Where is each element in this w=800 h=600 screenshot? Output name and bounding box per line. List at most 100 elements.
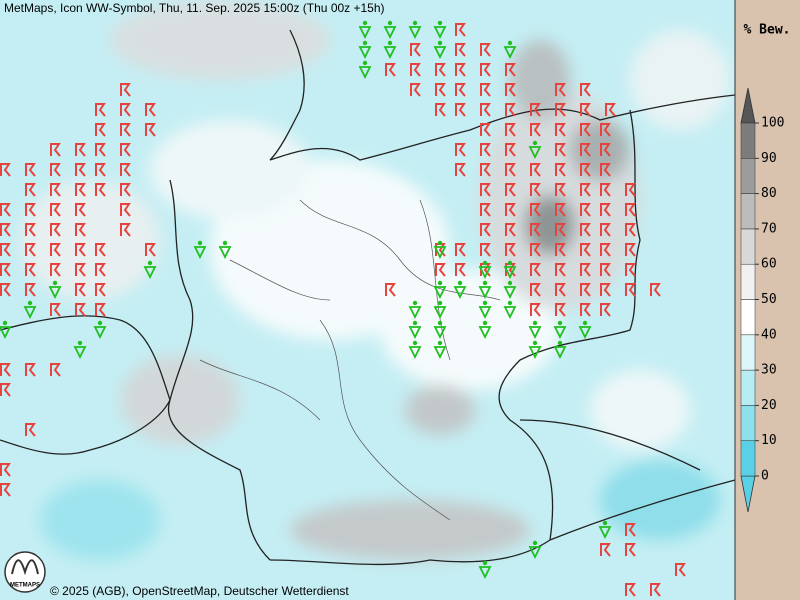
thunderstorm-symbol (455, 103, 466, 117)
thunderstorm-symbol (95, 163, 106, 177)
thunderstorm-symbol (75, 183, 86, 197)
shower-dot (507, 260, 513, 266)
colorbar-segment (740, 440, 756, 477)
thunderstorm-symbol (455, 243, 466, 257)
colorbar-tick-label: 70 (761, 221, 777, 236)
thunderstorm-symbol (555, 83, 566, 97)
colorbar-segment (740, 299, 756, 336)
shower-dot (362, 20, 368, 26)
shower-symbol (218, 246, 232, 260)
map (0, 0, 736, 600)
borders (0, 29, 736, 566)
shower-symbol (358, 26, 372, 40)
thunderstorm-symbol (505, 183, 516, 197)
thunderstorm-symbol (555, 103, 566, 117)
thunderstorm-symbol (75, 243, 86, 257)
shower-dot (362, 40, 368, 46)
thunderstorm-symbol (530, 303, 541, 317)
shower-symbol (598, 526, 612, 540)
shower-dot (2, 320, 8, 326)
thunderstorm-symbol (505, 143, 516, 157)
thunderstorm-symbol (555, 143, 566, 157)
colorbar: 0 10 20 30 40 50 60 70 80 90 100 (740, 87, 784, 513)
thunderstorm-symbol (555, 163, 566, 177)
thunderstorm-symbol (675, 563, 686, 577)
shower-symbol (503, 46, 517, 60)
thunderstorm-symbol (75, 303, 86, 317)
shower-symbol (528, 546, 542, 560)
thunderstorm-symbol (95, 303, 106, 317)
thunderstorm-symbol (605, 103, 616, 117)
shower-dot (437, 320, 443, 326)
shower-symbol (503, 286, 517, 300)
thunderstorm-symbol (120, 123, 131, 137)
thunderstorm-symbol (25, 243, 36, 257)
shower-symbol (578, 326, 592, 340)
thunderstorm-symbol (530, 123, 541, 137)
thunderstorm-symbol (530, 223, 541, 237)
shower-symbol (528, 146, 542, 160)
shower-dot (437, 20, 443, 26)
thunderstorm-symbol (505, 63, 516, 77)
shower-dot (97, 320, 103, 326)
shower-dot (482, 260, 488, 266)
colorbar-tick-label: 100 (761, 116, 784, 131)
shower-dot (582, 320, 588, 326)
thunderstorm-symbol (625, 283, 636, 297)
thunderstorm-symbol (0, 483, 11, 497)
thunderstorm-symbol (455, 143, 466, 157)
thunderstorm-symbol (625, 203, 636, 217)
thunderstorm-symbol (25, 183, 36, 197)
shower-symbol (193, 246, 207, 260)
thunderstorm-symbol (580, 143, 591, 157)
thunderstorm-symbol (50, 183, 61, 197)
thunderstorm-symbol (25, 423, 36, 437)
thunderstorm-symbol (600, 243, 611, 257)
thunderstorm-symbol (480, 83, 491, 97)
thunderstorm-symbol (530, 283, 541, 297)
shower-dot (482, 280, 488, 286)
thunderstorm-symbol (145, 103, 156, 117)
colorbar-tick-label: 60 (761, 257, 777, 272)
thunderstorm-symbol (580, 223, 591, 237)
colorbar-tick-label: 50 (761, 292, 777, 307)
shower-dot (362, 60, 368, 66)
thunderstorm-symbol (600, 183, 611, 197)
cloud-field (20, 0, 730, 560)
thunderstorm-symbol (75, 143, 86, 157)
thunderstorm-symbol (95, 123, 106, 137)
thunderstorm-symbol (600, 203, 611, 217)
thunderstorm-symbol (455, 263, 466, 277)
thunderstorm-symbol (120, 183, 131, 197)
shower-dot (602, 520, 608, 526)
thunderstorm-symbol (555, 283, 566, 297)
colorbar-tick-label: 80 (761, 186, 777, 201)
shower-symbol (478, 566, 492, 580)
thunderstorm-symbol (600, 143, 611, 157)
shower-symbol (553, 346, 567, 360)
colorbar-segment (740, 369, 756, 406)
colorbar-tick-label: 0 (761, 469, 769, 484)
thunderstorm-symbol (625, 523, 636, 537)
thunderstorm-symbol (480, 43, 491, 57)
shower-dot (197, 240, 203, 246)
shower-dot (482, 560, 488, 566)
thunderstorm-symbol (50, 303, 61, 317)
weather-symbols (0, 20, 686, 597)
legend-label: % Bew. (744, 23, 791, 38)
shower-dot (387, 40, 393, 46)
thunderstorm-symbol (555, 183, 566, 197)
thunderstorm-symbol (555, 263, 566, 277)
thunderstorm-symbol (0, 383, 11, 397)
thunderstorm-symbol (480, 243, 491, 257)
thunderstorm-symbol (580, 303, 591, 317)
shower-dot (557, 320, 563, 326)
shower-symbol (383, 46, 397, 60)
thunderstorm-symbol (385, 63, 396, 77)
thunderstorm-symbol (410, 63, 421, 77)
shower-dot (412, 320, 418, 326)
shower-dot (437, 280, 443, 286)
thunderstorm-symbol (505, 123, 516, 137)
shower-symbol (478, 286, 492, 300)
thunderstorm-symbol (435, 83, 446, 97)
